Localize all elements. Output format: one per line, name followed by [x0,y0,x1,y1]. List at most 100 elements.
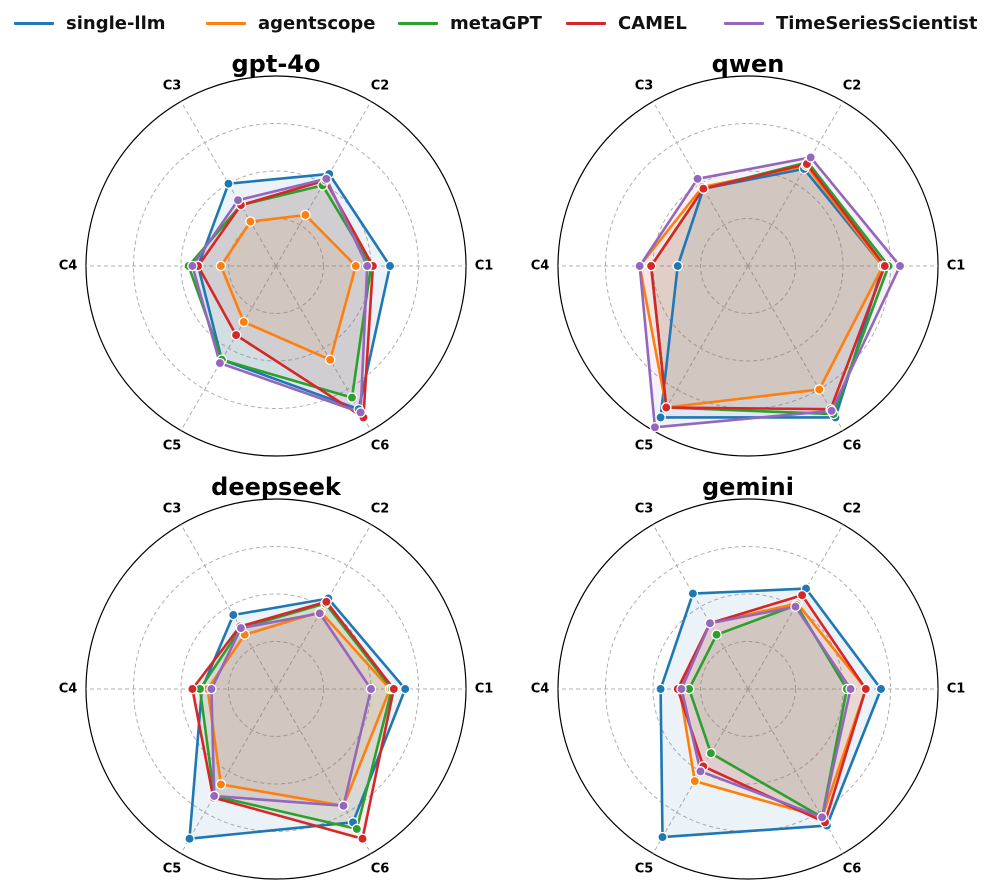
legend: single-llm agentscope metaGPT CAMEL Time… [0,6,997,40]
axis-label: C2 [371,501,390,516]
data-point [698,183,709,194]
grid-spoke [180,524,277,690]
data-point [634,260,645,272]
radar-chart-qwen: C1 C2 C3 C4 C5 C6 qwen [531,50,966,457]
data-point [860,683,872,695]
chart-title: deepseek [211,473,342,501]
legend-swatch [14,21,54,25]
data-point [321,173,332,185]
grid-circle [700,641,796,737]
radar-chart-gpt-4o: C1 C2 C3 C4 C5 C6 gpt-4o [59,50,494,457]
axis-label: C3 [635,501,654,516]
chart-title: gpt-4o [232,50,321,78]
series-fill-single-llm [660,168,883,418]
legend-label: CAMEL [618,12,687,34]
legend-item-agentscope: agentscope [206,6,376,40]
axis-label: C5 [163,862,182,877]
grid-spoke [275,265,372,431]
series-fill-camel [651,164,885,410]
series-fill-timeseriesscientist [211,613,371,806]
series-fill-metagpt [689,605,847,818]
series-fill-timeseriesscientist [192,178,368,413]
data-point [705,747,717,759]
data-point [321,596,332,608]
grid-spoke [652,524,749,690]
series-fill-metagpt [200,603,392,829]
data-point [790,601,801,612]
series-fill-camel [677,595,866,823]
grid-circle [228,218,324,314]
radar-chart-gemini: C1 C2 C3 C4 C5 C6 gemini [531,473,966,880]
series-fill-single-llm [198,173,390,410]
axis-label: C5 [163,439,182,454]
series-fill-timeseriesscientist [681,606,851,818]
axis-label: C1 [475,259,494,274]
legend-item-timeseriesscientist: TimeSeriesScientist [724,6,977,40]
data-point [238,316,249,328]
data-point [187,683,198,695]
axis-label: C5 [635,862,654,877]
data-point [365,683,377,695]
data-point [805,152,816,163]
data-point [814,384,825,395]
grid-spoke [180,265,277,431]
data-point [704,617,716,629]
data-point [816,812,828,823]
data-point [845,683,856,695]
axis-label: C4 [531,682,550,697]
legend-swatch [398,21,438,25]
data-point [355,407,366,418]
data-point [687,588,699,599]
data-point [232,194,244,206]
data-point [245,216,256,227]
legend-item-camel: CAMEL [566,6,687,40]
data-point [351,823,363,835]
data-point [324,354,336,366]
series-fill-agentscope [220,215,356,360]
data-point [796,589,808,601]
data-point [350,260,362,272]
series-fill-metagpt [188,185,371,398]
data-point [655,683,666,695]
data-point [228,609,239,621]
data-point [184,833,195,844]
axis-label: C4 [531,259,550,274]
data-point [230,329,242,341]
data-point [187,260,198,272]
axis-label: C4 [59,259,78,274]
series-fill-timeseriesscientist [639,157,900,428]
data-point [361,260,373,272]
data-point [208,790,220,802]
series-fill-agentscope [639,165,883,408]
legend-label: metaGPT [450,12,542,34]
grid-spoke [180,688,277,854]
data-point [655,412,666,423]
axis-label: C1 [947,682,966,697]
data-point [346,392,358,403]
series-fill-agentscope [679,603,866,818]
grid-spoke [747,265,844,431]
data-point [879,260,891,272]
data-point [672,260,683,272]
data-point [235,622,247,634]
grid-spoke [747,688,844,854]
data-point [894,260,906,272]
chart-title: qwen [712,50,785,78]
axis-label: C6 [371,439,390,454]
grid-circle [700,218,796,314]
data-point [388,683,400,695]
data-point [399,683,411,695]
axis-label: C1 [947,259,966,274]
axis-label: C4 [59,682,78,697]
data-point [689,775,701,787]
data-point [215,260,227,272]
legend-label: agentscope [258,12,376,34]
data-point [657,831,668,843]
data-point [314,608,325,619]
data-point [695,766,706,777]
data-point [676,683,687,695]
data-point [223,178,234,189]
data-point [692,173,703,185]
axis-label: C6 [371,862,390,877]
legend-swatch [206,21,246,25]
